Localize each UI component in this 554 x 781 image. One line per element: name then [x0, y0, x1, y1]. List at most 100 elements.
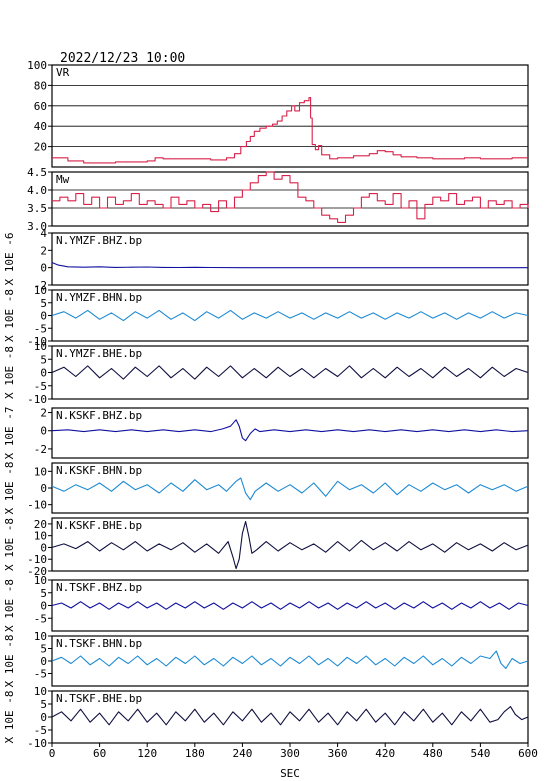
panel-1-series-line: [52, 97, 528, 164]
panel-4-ytick-label-2: -5: [34, 322, 47, 335]
panel-1-ytick-label-1: 20: [34, 141, 47, 154]
x-tick-label-9: 480: [423, 747, 443, 760]
panel-1-ytick-label-2: 40: [34, 120, 47, 133]
x-tick-label-1: 0: [49, 747, 56, 760]
panel-5-ytick-label-4: 5: [40, 353, 47, 366]
panel-1-frame: [51, 64, 529, 168]
panel-7: -10 0 10 X 10E -8 N.KSKF.BHN.bp: [3, 462, 529, 515]
panel-3-ytick-label-1: -2: [34, 279, 47, 292]
panel-11-ytick-label-1: -10: [27, 737, 47, 750]
panel-10-ytick-label-3: 5: [40, 643, 47, 656]
panel-9-ytick-label-3: 5: [40, 587, 47, 600]
panel-2-ytick-label-2: 3.5: [27, 202, 47, 215]
panel-2-name-label: Mw: [56, 173, 70, 186]
panel-7-ylabel: X 10E -8: [3, 462, 16, 515]
panel-4-ytick-label-4: 5: [40, 297, 47, 310]
panel-11-series-line: [51, 706, 529, 726]
panel-10-name-label: N.TSKF.BHN.bp: [56, 637, 142, 650]
panel-1-ytick-label-3: 60: [34, 100, 47, 113]
panel-5-ytick-label-1: -10: [27, 393, 47, 406]
panel-2-series-line: [52, 171, 529, 223]
panel-2-ytick-label-3: 4.0: [27, 184, 47, 197]
panel-10-ytick-label-2: 0: [40, 655, 47, 668]
panel-6-frame: [51, 407, 529, 459]
panel-3-frame: [51, 232, 529, 286]
panel-4-ytick-label-5: 10: [34, 284, 47, 297]
x-tick-label-8: 420: [375, 747, 395, 760]
panel-4-series-line: [51, 309, 529, 322]
x-tick-label-11: 600: [518, 747, 538, 760]
panel-8-ytick-label-5: 20: [34, 518, 47, 531]
figure-timestamp: 2022/12/23 10:00: [60, 51, 185, 66]
panel-6-ytick-label-2: 0: [40, 425, 47, 438]
panel-5-series-line: [51, 365, 529, 380]
panel-2-ytick-label-1: 3.0: [27, 220, 47, 233]
panel-4-name-label: N.YMZF.BHN.bp: [56, 291, 142, 304]
panel-6-ytick-label-1: -2: [34, 443, 47, 456]
panel-2: 3.0 3.5 4.0 4.5 Mw: [27, 166, 529, 233]
panel-1-ytick-label-4: 80: [34, 79, 47, 92]
panel-1: 20 40 60 80 100 VR: [27, 59, 529, 168]
panel-6: -2 0 2 X 10E -7 N.KSKF.BHZ.bp: [3, 407, 529, 460]
panel-11-ytick-label-4: 5: [40, 698, 47, 711]
panel-4-ytick-label-1: -10: [27, 335, 47, 348]
panel-10-ytick-label-1: -5: [34, 668, 47, 681]
panel-11-ylabel: X 10E -8: [3, 691, 16, 744]
x-axis-label: SEC: [280, 767, 300, 780]
panel-3-ytick-label-4: 4: [40, 227, 47, 240]
x-tick-label-4: 180: [185, 747, 205, 760]
panel-10-ylabel: X 10E -8: [3, 635, 16, 688]
panel-10-ytick-label-4: 10: [34, 630, 47, 643]
panel-3-ylabel: X 10E -6: [3, 233, 16, 286]
panel-7-ytick-label-1: -10: [27, 499, 47, 512]
panel-7-series-line: [51, 477, 529, 501]
x-tick-label-10: 540: [470, 747, 490, 760]
panel-9-series-line: [51, 601, 529, 610]
panel-3-ytick-label-2: 0: [40, 262, 47, 275]
panel-9-ytick-label-2: 0: [40, 600, 47, 613]
panel-8-ytick-label-4: 10: [34, 530, 47, 543]
panel-6-series-line: [51, 419, 529, 442]
panel-8-name-label: N.KSKF.BHE.bp: [56, 519, 142, 532]
panel-9-ytick-label-4: 10: [34, 574, 47, 587]
panel-6-ytick-label-3: 2: [40, 407, 47, 420]
panel-8-ytick-label-1: -20: [27, 565, 47, 578]
panel-2-ytick-label-4: 4.5: [27, 166, 47, 179]
panel-9-ytick-label-1: -5: [34, 612, 47, 625]
x-tick-label-5: 240: [232, 747, 252, 760]
panel-8-ytick-label-2: -10: [27, 553, 47, 566]
panel-8-frame: [51, 517, 529, 572]
panel-11-ytick-label-3: 0: [40, 711, 47, 724]
panel-8-ytick-label-3: 0: [40, 541, 47, 554]
panel-3-series-line: [51, 261, 528, 269]
panel-3: -2 0 2 4 X 10E -6 N.YMZF.BHZ.bp: [3, 227, 529, 292]
x-tick-label-2: 60: [93, 747, 106, 760]
panel-3-ytick-label-3: 2: [40, 244, 47, 257]
panel-3-name-label: N.YMZF.BHZ.bp: [56, 234, 142, 247]
panel-1-ytick-label-5: 100: [27, 59, 47, 72]
panel-1-name-label: VR: [56, 66, 70, 79]
panel-2-frame: [51, 171, 529, 227]
panel-4-ytick-label-3: 0: [40, 310, 47, 323]
x-tick-label-7: 360: [328, 747, 348, 760]
panel-9-name-label: N.TSKF.BHZ.bp: [56, 581, 142, 594]
panel-8-ylabel: X 10E -8: [3, 518, 16, 571]
x-tick-label-6: 300: [280, 747, 300, 760]
panel-6-ylabel: X 10E -7: [3, 407, 16, 460]
panel-5-ytick-label-2: -5: [34, 380, 47, 393]
panel-8-series-line: [51, 520, 529, 570]
panel-5-ytick-label-5: 10: [34, 340, 47, 353]
panel-11-name-label: N.TSKF.BHE.bp: [56, 692, 142, 705]
panel-10-series-line: [51, 650, 529, 670]
panel-7-ytick-label-3: 10: [34, 465, 47, 478]
panel-5-name-label: N.YMZF.BHE.bp: [56, 347, 142, 360]
panel-5-ylabel: X 10E -8: [3, 346, 16, 399]
panel-11-ytick-label-2: -5: [34, 724, 47, 737]
